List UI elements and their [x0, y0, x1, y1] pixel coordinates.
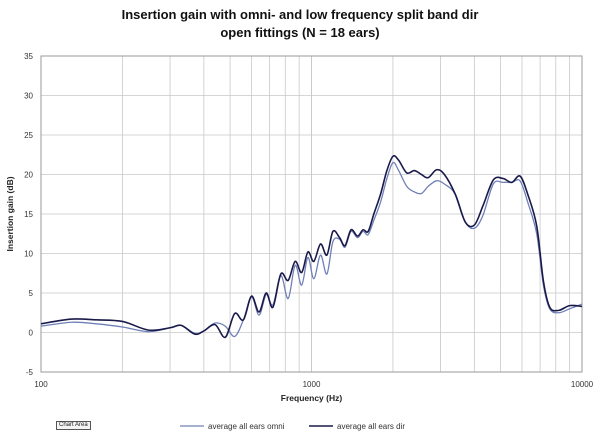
legend-label: average all ears dir — [337, 422, 405, 431]
chart-title-line-1: Insertion gain with omni- and low freque… — [121, 7, 479, 22]
y-tick-label: 15 — [24, 210, 33, 219]
series-line-dir — [40, 155, 583, 339]
grid — [41, 55, 582, 373]
y-tick-label: 0 — [29, 329, 34, 338]
x-tick-label: 100 — [34, 380, 48, 389]
y-axis-title: Insertion gain (dB) — [5, 176, 15, 251]
series-lines — [40, 155, 583, 339]
chart-area-tag[interactable]: Chart Area — [56, 421, 91, 430]
y-tick-label: 25 — [24, 131, 33, 140]
legend-label: average all ears omni — [208, 422, 285, 431]
plot-frame — [40, 55, 583, 373]
y-tick-label: 30 — [24, 92, 33, 101]
tick-labels: -5 0 5 10 15 20 25 30 35 100 1000 10000 — [24, 52, 594, 389]
y-tick-label: 35 — [24, 52, 33, 61]
y-tick-label: 5 — [29, 289, 34, 298]
series-line-omni — [40, 161, 583, 338]
legend: average all ears omni average all ears di… — [180, 422, 405, 431]
y-tick-label: 20 — [24, 171, 33, 180]
x-tick-label: 1000 — [303, 380, 321, 389]
chart-title: Insertion gain with omni- and low freque… — [0, 6, 600, 42]
x-axis-title: Frequency (Hz) — [281, 393, 343, 403]
y-tick-label: -5 — [26, 368, 34, 377]
y-tick-label: 10 — [24, 250, 33, 259]
x-tick-label: 10000 — [571, 380, 594, 389]
chart-title-line-2: open fittings (N = 18 ears) — [220, 25, 380, 40]
